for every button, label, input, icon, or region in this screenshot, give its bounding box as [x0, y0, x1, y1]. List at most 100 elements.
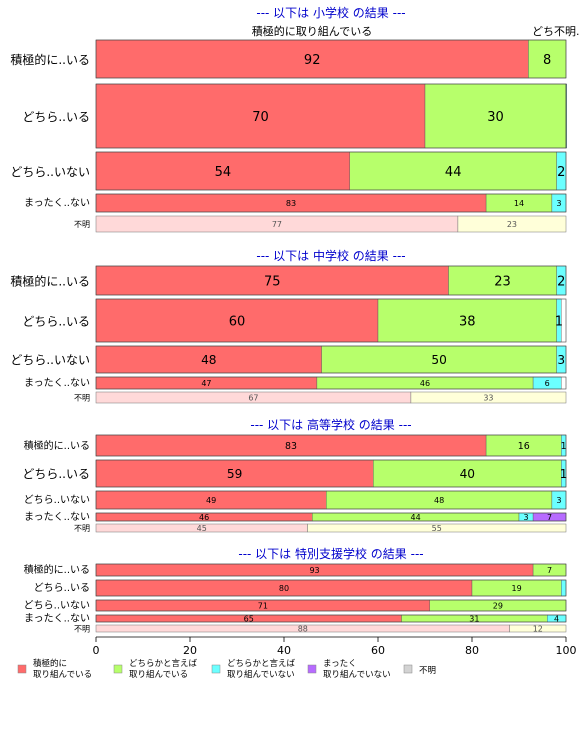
bar-value-label: 30 — [487, 110, 504, 125]
legend-swatch — [17, 664, 27, 674]
unknown-row-label: 不明 — [74, 220, 90, 229]
bar-frame — [95, 490, 567, 510]
bar-frame — [95, 459, 567, 488]
legend-label: どちらかと言えば — [129, 658, 198, 669]
legend-label: 取り組んでいない — [227, 669, 295, 680]
row-label: どちら..いない — [24, 600, 90, 612]
bar-value-label: 23 — [494, 274, 511, 289]
x-tick-label: 60 — [371, 644, 385, 657]
bar-value-label: 47 — [201, 379, 211, 388]
legend-label: 取り組んでいる — [33, 669, 92, 680]
panel: --- 以下は 小学校 の結果 --- 積極的に..いる 92 8 どちら..いる 70 3… — [10, 5, 568, 233]
unknown-value-label: 88 — [298, 625, 308, 634]
unknown-row-label: 不明 — [74, 625, 90, 634]
row-label: どちら..いない — [10, 353, 90, 367]
unknown-row-label: 不明 — [74, 394, 90, 403]
bar-value-label: 48 — [201, 353, 216, 367]
row-label: どちら..いる — [22, 110, 90, 124]
bar-frame — [95, 599, 567, 612]
bar-segment — [377, 298, 557, 343]
bar-segment — [448, 265, 557, 296]
legend-swatch — [403, 664, 413, 674]
bar-value-label: 46 — [199, 513, 209, 522]
bar-value-label: 46 — [420, 379, 430, 388]
bar-value-label: 1 — [561, 441, 567, 452]
x-axis: 0 20 40 60 80 100 — [93, 636, 577, 657]
bar-segment — [373, 459, 562, 488]
x-tick-label: 100 — [556, 644, 577, 657]
legend: 積極的に取り組んでいるどちらかと言えば取り組んでいるどちらかと言えば取り組んでい… — [17, 658, 436, 680]
bar-frame — [95, 151, 567, 191]
bar-value-label: 75 — [264, 274, 281, 289]
unknown-value-label: 77 — [272, 220, 282, 229]
legend-item: 不明 — [403, 664, 436, 676]
bar-value-label: 7 — [547, 566, 552, 575]
panel: --- 以下は 特別支援学校 の結果 --- 積極的に..いる 93 7 どちら..いる… — [24, 546, 567, 634]
row-label: まったく..ない — [24, 511, 90, 523]
bar-value-label: 14 — [514, 198, 524, 208]
bar-value-label: 19 — [512, 584, 522, 593]
panel-title: --- 以下は 特別支援学校 の結果 --- — [238, 546, 423, 561]
legend-label: 不明 — [419, 666, 436, 676]
row-label: まったく..ない — [24, 197, 90, 209]
bar-value-label: 93 — [309, 566, 319, 575]
bar-value-label: 8 — [543, 53, 551, 68]
bar-value-label: 65 — [244, 615, 254, 624]
row-label: まったく..ない — [24, 377, 90, 389]
bar-value-label: 38 — [459, 314, 476, 329]
bar-value-label: 50 — [431, 353, 446, 367]
row-label: どちら..いる — [22, 467, 90, 481]
row-label: 積極的に..いる — [10, 52, 90, 67]
unknown-value-label: 33 — [483, 394, 493, 403]
unknown-value-label: 23 — [507, 220, 517, 229]
row-label: 積極的に..いる — [10, 273, 90, 288]
panel-title: --- 以下は 高等学校 の結果 --- — [250, 417, 411, 432]
bar-segment — [95, 459, 374, 488]
legend-label: まったく — [323, 659, 357, 669]
bar-segment — [95, 265, 449, 296]
bar-value-label: 83 — [285, 441, 297, 452]
bar-frame — [95, 83, 567, 149]
bar-segment — [95, 39, 529, 79]
legend-label: 積極的に — [33, 658, 67, 669]
bar-value-label: 44 — [411, 513, 421, 522]
panel: --- 以下は 中学校 の結果 --- 積極的に..いる 75 23 2 どちら..いる 6… — [10, 248, 567, 404]
unknown-bar-segment — [307, 523, 567, 533]
panel: --- 以下は 高等学校 の結果 --- 積極的に..いる 83 16 1 どちら..いる… — [22, 417, 567, 533]
bar-frame — [95, 434, 567, 457]
bar-value-label: 3 — [556, 198, 561, 208]
bar-value-label: 48 — [434, 495, 444, 505]
panel-title: --- 以下は 小学校 の結果 --- — [256, 5, 405, 20]
legend-item: 積極的に取り組んでいる — [17, 658, 92, 680]
bar-value-label: 92 — [304, 53, 321, 68]
bar-value-label: 3 — [556, 495, 561, 505]
unknown-value-label: 45 — [197, 524, 207, 533]
bar-segment — [349, 151, 557, 191]
bar-value-label: 2 — [557, 274, 565, 289]
bar-value-label: 29 — [493, 602, 503, 611]
x-tick-label: 0 — [93, 644, 100, 657]
bar-frame — [95, 39, 567, 79]
bar-value-label: 31 — [469, 615, 479, 624]
bar-frame — [95, 193, 567, 213]
unknown-row-label: 不明 — [74, 524, 90, 533]
unknown-bar-segment — [509, 624, 567, 633]
legend-label: 取り組んでいる — [129, 669, 188, 680]
bar-value-label: 1 — [560, 467, 568, 481]
bar-value-label: 70 — [252, 110, 269, 125]
row-label: どちら..いない — [10, 165, 90, 179]
bar-value-label: 40 — [460, 467, 475, 481]
bar-segment — [321, 345, 557, 374]
bar-value-label: 71 — [258, 602, 268, 611]
bar-frame — [95, 563, 567, 577]
bar-value-label: 80 — [279, 584, 289, 593]
legend-label: 取り組んでいない — [323, 669, 391, 680]
bar-value-label: 7 — [547, 513, 552, 522]
chart-panels: 積極的に取り組んでいる どち不明.. --- 以下は 小学校 の結果 --- 積極的に… — [10, 5, 580, 634]
bar-segment — [528, 39, 567, 79]
legend-swatch — [211, 664, 221, 674]
unknown-value-label: 55 — [432, 524, 442, 533]
bar-value-label: 54 — [215, 165, 232, 180]
